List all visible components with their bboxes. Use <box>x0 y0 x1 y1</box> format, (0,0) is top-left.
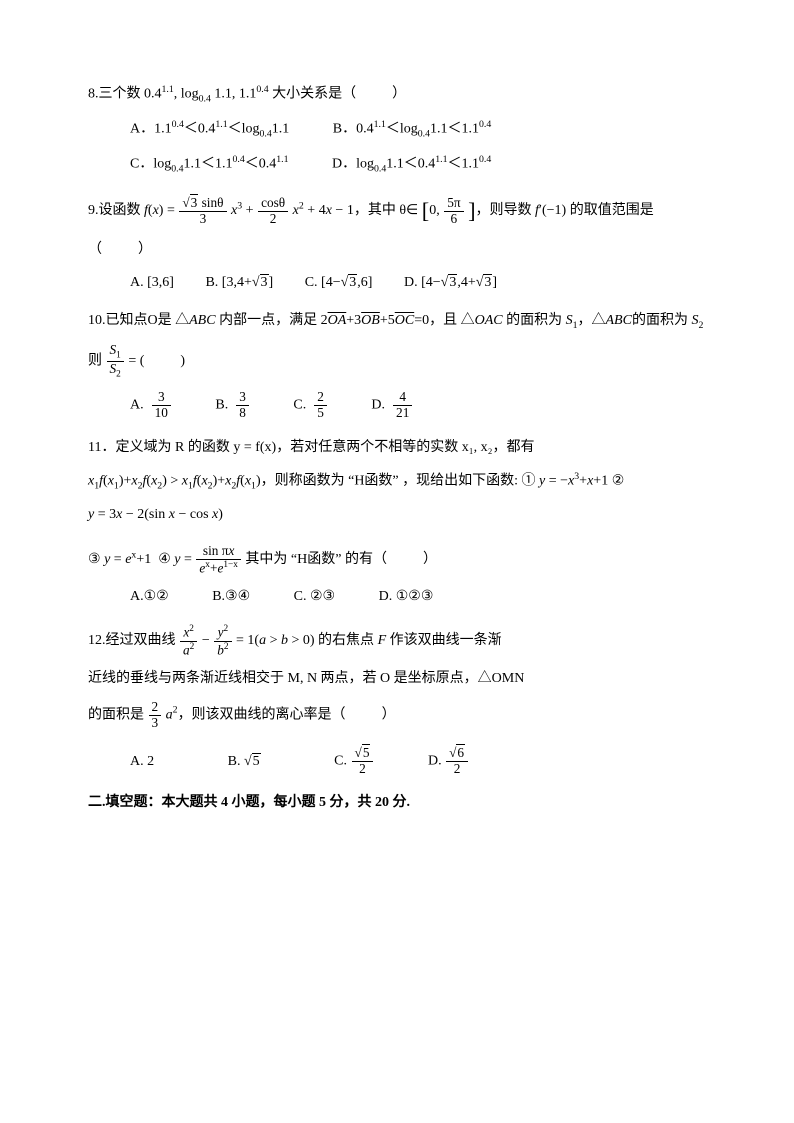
q9-blank-line: （） <box>88 239 704 261</box>
q11-line4: ③ y = ex+1 ④ y = sin πxex+e1−x 其中为 “H函数”… <box>88 544 704 576</box>
question-12: 12.经过双曲线 x2a2 − y2b2 = 1(a > b > 0) 的右焦点… <box>88 624 704 776</box>
q10-stem-line2: 则 S1S2 = () <box>88 343 704 380</box>
q11-option-a: A.①② <box>130 586 169 608</box>
q11-line2: x1f(x1)+x2f(x2) > x1f(x2)+x2f(x1)，则称函数为 … <box>88 469 704 494</box>
q8-options: A．1.10.4＜0.41.1＜log0.41.1 B．0.41.1＜log0.… <box>88 117 704 177</box>
q9-stem: 9.设函数 f(x) = √3 sinθ3 x3 + cosθ2 x2 + 4x… <box>88 193 704 229</box>
page-content: 8.三个数 0.41.1, log0.4 1.1, 1.10.4 大小关系是（）… <box>0 0 794 855</box>
q12-option-c: C. √52 <box>334 746 374 776</box>
q10-option-a: A. 310 <box>130 390 172 420</box>
question-10: 10.已知点O是 △ABC 内部一点，满足 2OA+3OB+5OC=0，且 △O… <box>88 310 704 421</box>
q12-line3: 的面积是 23 a2，则该双曲线的离心率是（） <box>88 700 704 730</box>
q10-option-c: C. 25 <box>293 390 328 420</box>
q8-option-d: D．log0.41.1＜0.41.1＜1.10.4 <box>332 152 491 177</box>
q9-option-a: A. [3,6] <box>130 272 174 294</box>
q11-line3: y = 3x − 2(sin x − cos x) <box>88 504 704 526</box>
q9-option-c: C. [4−√3,6] <box>305 272 373 294</box>
q12-option-d: D. √62 <box>428 746 469 776</box>
q8-option-a: A．1.10.4＜0.41.1＜log0.41.1 <box>130 117 289 142</box>
q12-options: A. 2 B. √5 C. √52 D. √62 <box>88 746 704 776</box>
q9-options: A. [3,6] B. [3,4+√3] C. [4−√3,6] D. [4−√… <box>88 272 704 294</box>
q10-option-d: D. 421 <box>371 390 413 420</box>
q11-options: A.①② B.③④ C. ②③ D. ①②③ <box>88 586 704 608</box>
q11-option-d: D. ①②③ <box>379 586 434 608</box>
section-2-title: 二.填空题：本大题共 4 小题，每小题 5 分，共 20 分. <box>88 792 704 814</box>
q8-option-c: C．log0.41.1＜1.10.4＜0.41.1 <box>130 152 288 177</box>
question-9: 9.设函数 f(x) = √3 sinθ3 x3 + cosθ2 x2 + 4x… <box>88 193 704 294</box>
q9-option-d: D. [4−√3,4+√3] <box>404 272 497 294</box>
q8-stem: 8.三个数 0.41.1, log0.4 1.1, 1.10.4 大小关系是（） <box>88 82 704 107</box>
q11-option-c: C. ②③ <box>294 586 335 608</box>
q12-option-b: B. √5 <box>228 751 261 773</box>
question-11: 11．定义域为 R 的函数 y = f(x)，若对任意两个不相等的实数 x₁, … <box>88 437 704 609</box>
q10-option-b: B. 38 <box>215 390 250 420</box>
q12-option-a: A. 2 <box>130 751 154 773</box>
q11-option-b: B.③④ <box>212 586 250 608</box>
q8-option-b: B．0.41.1＜log0.41.1＜1.10.4 <box>333 117 491 142</box>
q10-options: A. 310 B. 38 C. 25 D. 421 <box>88 390 704 420</box>
q12-line1: 12.经过双曲线 x2a2 − y2b2 = 1(a > b > 0) 的右焦点… <box>88 624 704 657</box>
question-8: 8.三个数 0.41.1, log0.4 1.1, 1.10.4 大小关系是（）… <box>88 82 704 177</box>
q12-line2: 近线的垂线与两条渐近线相交于 M, N 两点，若 O 是坐标原点，△OMN <box>88 668 704 690</box>
q11-line1: 11．定义域为 R 的函数 y = f(x)，若对任意两个不相等的实数 x₁, … <box>88 437 704 459</box>
q9-option-b: B. [3,4+√3] <box>205 272 273 294</box>
q10-stem-line1: 10.已知点O是 △ABC 内部一点，满足 2OA+3OB+5OC=0，且 △O… <box>88 310 704 333</box>
